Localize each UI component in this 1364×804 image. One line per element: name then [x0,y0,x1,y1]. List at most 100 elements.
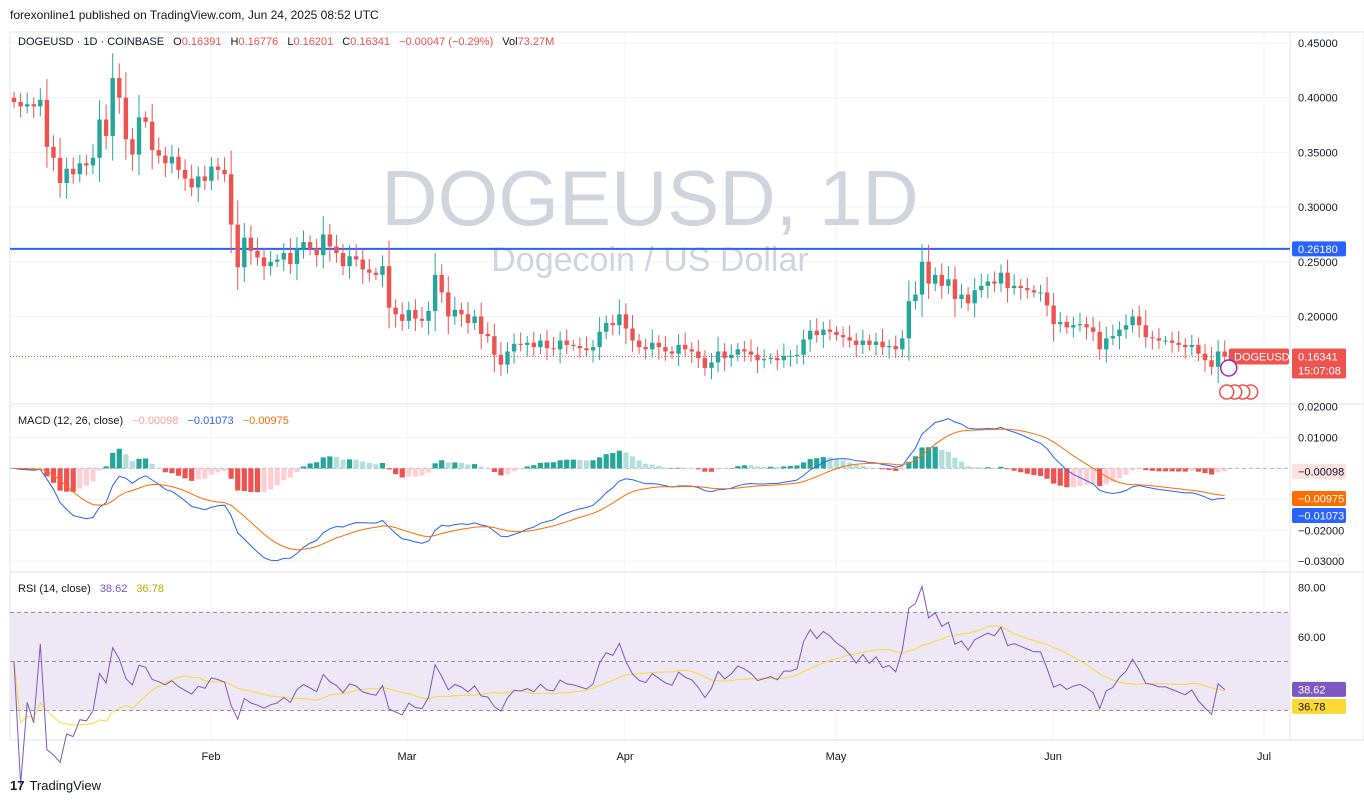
macd-histogram-bar [623,452,629,469]
candle-body [597,331,602,348]
macd-histogram-bar [814,458,820,469]
macd-histogram-bar [162,468,168,473]
macd-histogram-bar [544,462,550,469]
macd-histogram-bar [50,468,57,483]
candle-body [590,347,596,351]
macd-hist-tag: −0.00098 [1298,466,1344,478]
candle-body [564,340,569,345]
macd-histogram-bar [333,456,340,469]
candle-body [630,328,635,341]
macd-histogram-bar [1202,468,1208,474]
candle-body [531,342,537,348]
macd-histogram-bar [932,446,938,469]
candle-body [676,344,681,354]
time-tick-label: Jun [1044,751,1062,763]
macd-histogram-bar [1044,468,1050,479]
candle-body [1202,353,1208,361]
macd-histogram-bar [972,467,978,469]
footer[interactable]: 17 TradingView [10,778,101,793]
candle-body [123,97,129,140]
macd-histogram-bar [504,468,511,475]
candle-body [90,157,96,166]
watermark: DOGEUSD, 1D Dogecoin / US Dollar [381,154,918,279]
macd-histogram-bar [879,468,886,470]
macd-histogram-bar [70,468,76,492]
candle-body [933,274,938,284]
macd-histogram-bar [1057,468,1063,486]
candle-body [873,341,879,345]
candle-body [432,274,438,311]
candle-body [696,351,701,359]
candle-body [261,257,267,267]
macd-tick-label: −0.02000 [1298,525,1344,537]
candle-body [1018,285,1023,289]
macd-histogram-bar [761,466,767,469]
macd-histogram-bar [379,462,386,469]
grid [9,31,1364,741]
macd-histogram-bar [320,457,326,469]
macd-histogram-bar [926,447,932,469]
candle-body [906,301,912,339]
candle-body [511,343,517,352]
macd-histogram-bar [965,466,971,469]
macd-histogram-bar [64,468,70,492]
candle-body [715,351,721,363]
macd-histogram-bar [656,465,662,469]
rsi-tag-bg [1292,681,1346,697]
macd-histogram-bar [860,465,866,469]
flag-event-icon[interactable] [1218,384,1235,400]
macd-histogram-bar [406,468,412,477]
candle-body [215,166,221,170]
macd-histogram-bar [136,458,142,469]
candle-body [821,329,826,336]
macd-histogram-bar [44,468,50,477]
candle-body [156,150,161,156]
time-tick-label: Feb [202,751,221,763]
macd-histogram-bar [1182,468,1188,472]
candle-body [604,323,609,332]
candle-body [373,272,379,275]
candle-body [281,253,286,260]
macd-tick-label: −0.03000 [1298,556,1344,568]
macd-histogram-bar [616,450,622,469]
macd-histogram-bar [728,467,734,469]
candle-body [1215,351,1221,367]
candle-body [505,351,510,365]
candle-body [38,99,43,107]
candle-body [636,340,642,348]
candle-body [1183,344,1188,348]
lightning-event-icon[interactable] [1219,359,1238,377]
macd-histogram-bar [768,466,774,469]
candle-body [551,348,556,350]
macd-histogram-bar [156,468,162,469]
candle-body [275,259,280,262]
candle-body [31,104,36,107]
rsi-tag: 38.62 [1298,684,1326,696]
macd-histogram-bar [149,463,155,469]
legend-o: 0.16391 [182,36,222,48]
macd-histogram-bar [689,468,695,469]
candle-body [807,330,813,340]
macd-name: MACD (12, 26, close) [18,415,123,427]
macd-histogram-bar [794,465,800,469]
macd-signal-tag-bg [1292,491,1346,507]
candle-body [538,340,543,348]
macd-histogram-bar [1169,468,1175,472]
candle-body [1169,340,1175,343]
macd-histogram-bar [281,468,287,481]
macd-histogram-bar [991,467,998,469]
macd-histogram-bar [96,468,103,471]
candle-body [926,261,931,284]
candle-body [465,314,471,324]
candle-body [353,256,359,260]
macd-histogram-bar [208,468,214,475]
macd-histogram-bar [807,459,813,469]
macd-line [13,418,1225,562]
horizontal-line[interactable] [10,247,1290,358]
candle-body [1222,351,1227,357]
macd-histogram-bar [221,468,228,471]
candle-body [1005,272,1010,289]
time-tick-label: May [826,751,847,763]
macd-histogram-bar [866,467,872,469]
